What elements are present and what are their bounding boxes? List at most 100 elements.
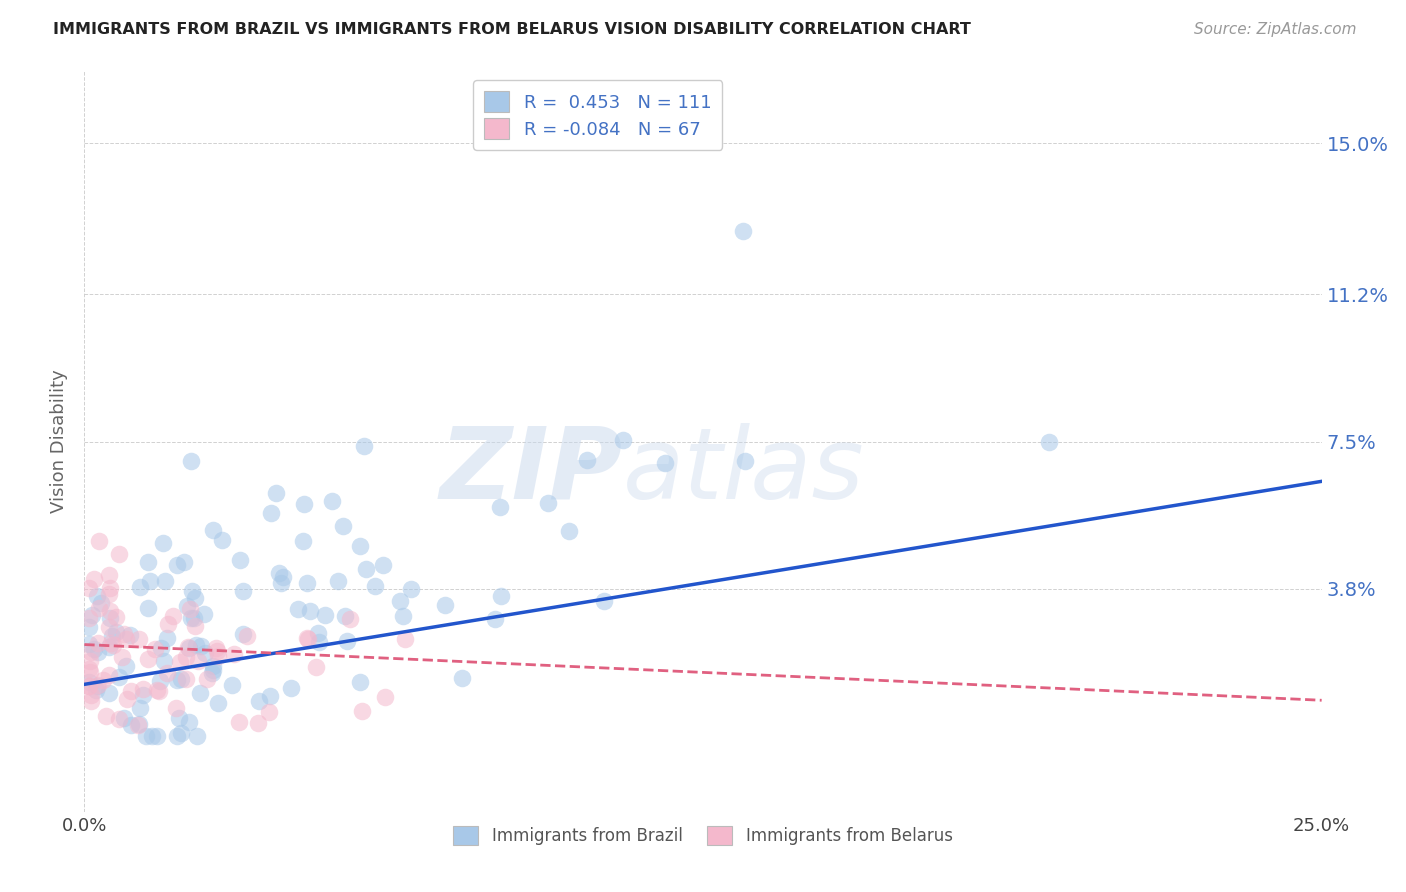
Point [138,600,160,615]
Point [193,607,215,621]
Point [97,587,120,601]
Point [166,673,188,688]
Point [91,673,114,688]
Point [120,718,142,732]
Point [575,452,598,467]
Point [165,701,187,715]
Point [371,558,394,573]
Text: atlas: atlas [623,423,865,520]
Point [326,574,349,589]
Point [731,223,754,237]
Point [169,655,191,669]
Point [177,640,200,655]
Point [108,712,131,726]
Point [156,666,179,681]
Legend: Immigrants from Brazil, Immigrants from Belarus: Immigrants from Brazil, Immigrants from … [443,816,963,855]
Text: Source: ZipAtlas.com: Source: ZipAtlas.com [1194,22,1357,37]
Point [201,658,224,673]
Point [273,570,295,584]
Point [176,640,198,654]
Point [194,647,217,661]
Point [186,729,208,743]
Point [79,582,101,596]
Point [353,440,375,454]
Point [484,612,506,626]
Point [229,553,252,567]
Point [169,726,191,740]
Point [363,579,385,593]
Point [169,711,191,725]
Point [162,609,184,624]
Point [84,682,107,697]
Point [187,654,209,668]
Point [314,607,336,622]
Point [166,729,188,743]
Point [112,627,135,641]
Point [79,679,101,693]
Point [118,628,141,642]
Point [87,645,110,659]
Point [89,534,111,549]
Y-axis label: Vision Disability: Vision Disability [51,369,69,514]
Point [107,548,129,562]
Point [86,678,108,692]
Point [83,641,105,656]
Point [79,665,101,679]
Point [138,574,160,588]
Point [1038,434,1060,449]
Point [136,652,159,666]
Point [654,456,676,470]
Point [86,589,108,603]
Point [350,704,373,718]
Point [339,612,361,626]
Point [202,524,225,538]
Point [181,584,204,599]
Point [86,679,108,693]
Point [87,636,110,650]
Text: IMMIGRANTS FROM BRAZIL VS IMMIGRANTS FROM BELARUS VISION DISABILITY CORRELATION : IMMIGRANTS FROM BRAZIL VS IMMIGRANTS FRO… [53,22,972,37]
Point [558,524,581,538]
Point [129,700,152,714]
Point [295,631,318,645]
Point [98,603,121,617]
Point [156,631,179,645]
Point [294,497,316,511]
Point [349,540,371,554]
Point [298,604,321,618]
Point [232,626,254,640]
Point [98,581,121,595]
Point [190,639,212,653]
Point [79,688,101,702]
Point [135,729,157,743]
Point [103,638,125,652]
Point [177,715,200,730]
Point [112,711,135,725]
Point [153,654,176,668]
Point [146,729,169,743]
Point [321,494,343,508]
Text: ZIP: ZIP [440,423,623,520]
Point [186,638,208,652]
Point [115,659,138,673]
Point [104,625,127,640]
Point [180,611,202,625]
Point [90,596,112,610]
Point [221,678,243,692]
Point [295,576,318,591]
Point [188,686,211,700]
Point [129,580,152,594]
Point [236,629,259,643]
Point [79,662,101,676]
Point [297,632,319,646]
Point [174,672,197,686]
Point [305,659,328,673]
Point [115,632,138,647]
Point [332,519,354,533]
Point [170,673,193,687]
Point [592,594,614,608]
Point [79,679,101,693]
Point [308,635,330,649]
Point [98,686,121,700]
Point [489,589,512,603]
Point [195,672,218,686]
